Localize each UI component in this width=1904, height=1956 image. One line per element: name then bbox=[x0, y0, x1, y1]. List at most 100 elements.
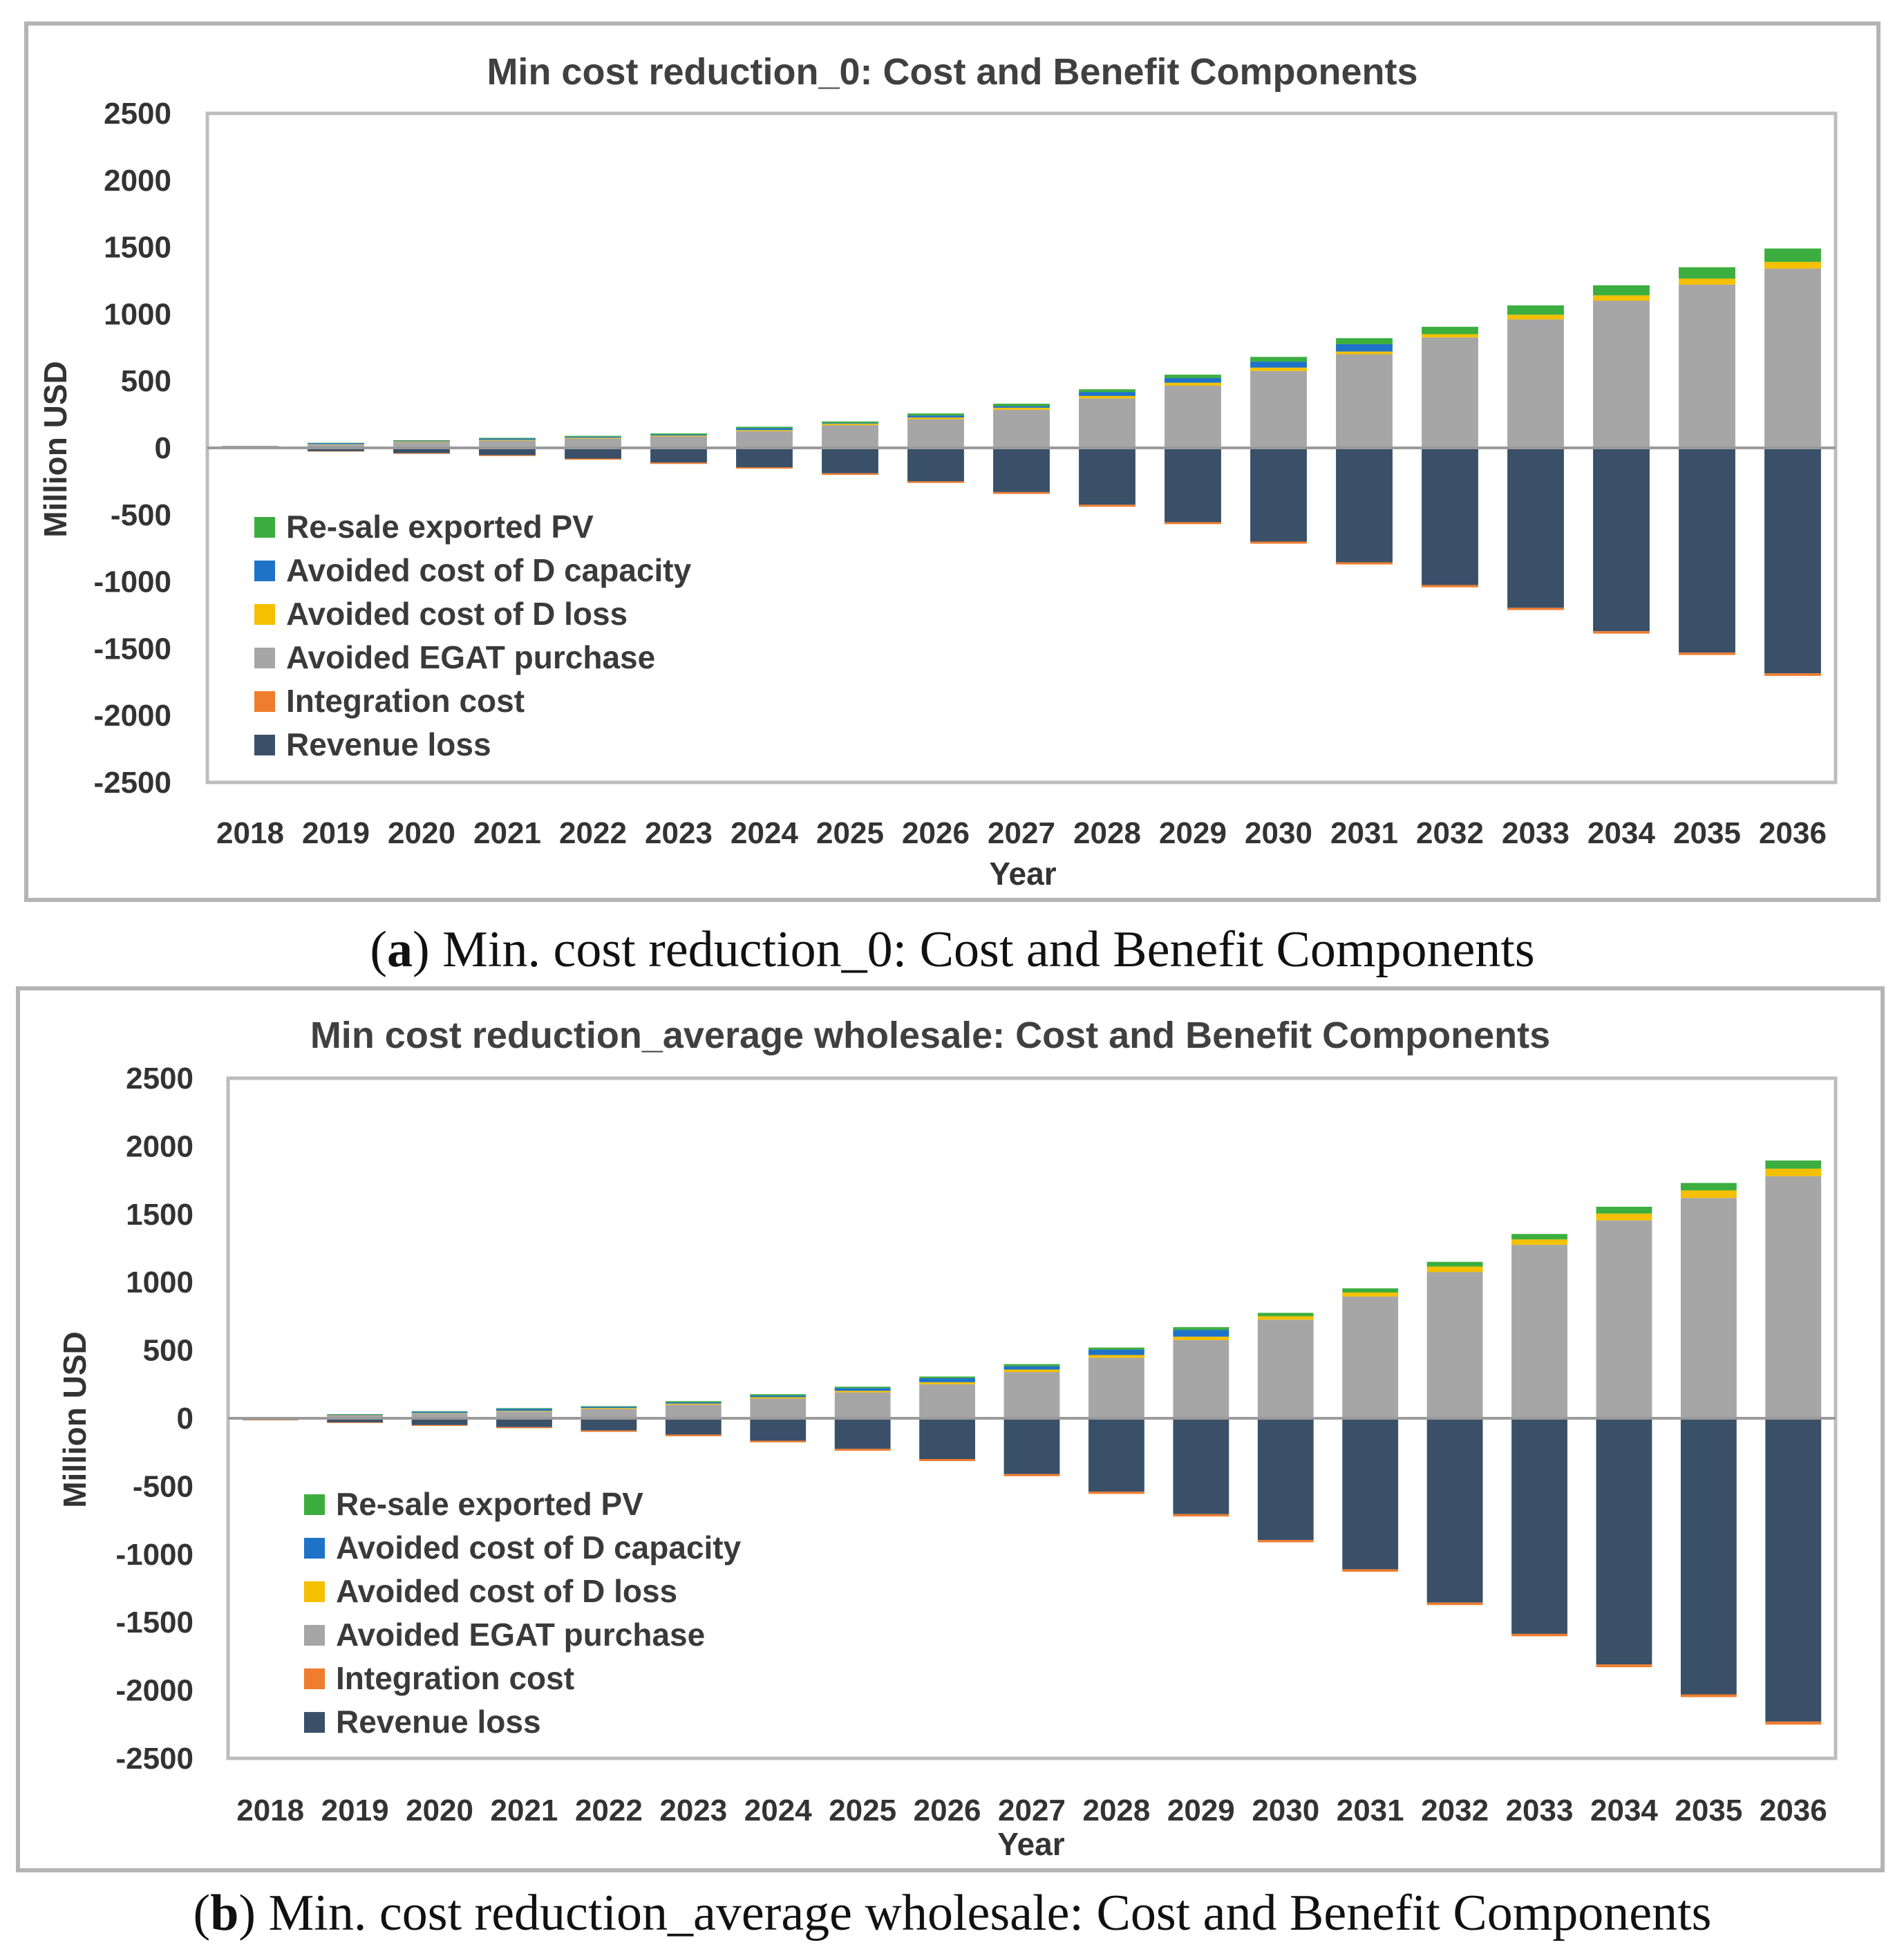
panel-a-bar-egat bbox=[993, 409, 1050, 448]
panel-a-bar-resale bbox=[393, 440, 450, 441]
panel-a-bar-resale bbox=[1593, 285, 1650, 296]
panel-b-title: Min cost reduction_average wholesale: Co… bbox=[310, 1015, 1550, 1056]
panel-b-chart: Min cost reduction_average wholesale: Co… bbox=[57, 1015, 1838, 1862]
panel-a-bar-egat bbox=[393, 442, 450, 448]
panel-b-x-tick-label: 2025 bbox=[829, 1794, 896, 1827]
panel-a-bar-dloss bbox=[1079, 395, 1135, 399]
panel-a-bar-resale bbox=[1336, 338, 1393, 344]
panel-b-x-tick-label: 2030 bbox=[1252, 1794, 1319, 1827]
panel-b-bar-dloss bbox=[1173, 1336, 1229, 1340]
panel-b-bar-resale bbox=[1003, 1364, 1060, 1366]
panel-a-bar-revloss bbox=[1165, 448, 1221, 523]
panel-b-bar-revloss bbox=[411, 1418, 468, 1425]
panel-b-y-tick-label: 500 bbox=[143, 1334, 194, 1368]
panel-b-x-tick-label: 2023 bbox=[659, 1794, 727, 1827]
panel-a-bar-egat bbox=[822, 425, 878, 448]
panel-a-bar-resale bbox=[1507, 305, 1564, 315]
panel-b-bar-revloss bbox=[665, 1418, 722, 1435]
panel-a-bar-egat bbox=[1079, 398, 1135, 448]
panel-b-y-tick-label: 1000 bbox=[126, 1266, 194, 1299]
panel-b-bar-egat bbox=[1173, 1339, 1229, 1418]
panel-a-bar-revloss bbox=[479, 448, 536, 455]
panel-a-bar-dloss bbox=[650, 435, 707, 437]
panel-a-y-tick-label: 0 bbox=[155, 431, 171, 465]
panel-b-legend-label-integ: Integration cost bbox=[336, 1660, 574, 1696]
panel-a-bar-dloss bbox=[736, 430, 793, 431]
panel-b-bar-integ bbox=[1257, 1540, 1314, 1543]
panel-b-x-tick-label: 2018 bbox=[236, 1794, 304, 1827]
panel-a-bar-integ bbox=[1507, 608, 1564, 610]
panel-a-bar-resale bbox=[1764, 248, 1821, 262]
panel-a-x-tick-label: 2025 bbox=[816, 816, 884, 850]
panel-b-x-tick-label: 2024 bbox=[744, 1794, 812, 1827]
panel-a-bar-integ bbox=[1336, 562, 1393, 565]
panel-b-x-axis-label: Year bbox=[997, 1826, 1064, 1862]
panel-b-y-tick-label: 0 bbox=[177, 1402, 194, 1436]
panel-b-bar-dcap bbox=[1003, 1366, 1060, 1370]
panel-a-bar-egat bbox=[650, 436, 707, 448]
panel-a-bar-dcap bbox=[565, 436, 621, 438]
panel-a-title: Min cost reduction_0: Cost and Benefit C… bbox=[487, 51, 1417, 93]
panel-b-bar-integ bbox=[327, 1422, 384, 1423]
panel-a-y-tick-label: -2000 bbox=[93, 699, 171, 733]
panel-a-bar-integ bbox=[1422, 585, 1478, 587]
panel-b-bar-dloss bbox=[750, 1397, 807, 1399]
panel-a-legend-label-integ: Integration cost bbox=[286, 683, 525, 719]
panel-b-bar-egat bbox=[1680, 1198, 1737, 1418]
panel-a-y-tick-label: 500 bbox=[121, 364, 171, 398]
panel-a-bar-integ bbox=[1679, 652, 1735, 655]
panel-a-x-tick-label: 2031 bbox=[1330, 816, 1398, 850]
caption-b-letter: b bbox=[210, 1885, 238, 1941]
panel-b-bar-egat bbox=[411, 1413, 468, 1418]
panel-a-bar-dloss bbox=[993, 407, 1050, 410]
panel-b-legend-swatch-resale bbox=[304, 1494, 325, 1515]
panel-a-y-tick-label: 2000 bbox=[104, 164, 171, 198]
panel-a-bar-revloss bbox=[1507, 448, 1564, 608]
panel-b-bar-resale bbox=[1088, 1347, 1144, 1350]
panel-a-legend-swatch-egat bbox=[254, 648, 275, 668]
panel-a-bar-dcap bbox=[1079, 392, 1135, 396]
panel-b-bar-dloss bbox=[1003, 1369, 1060, 1373]
panel-a-x-tick-label: 2022 bbox=[559, 816, 627, 850]
panel-b-bar-revloss bbox=[1173, 1418, 1229, 1514]
panel-a-x-tick-label: 2023 bbox=[645, 816, 713, 850]
panel-a-legend-swatch-resale bbox=[254, 517, 275, 538]
panel-a-legend-swatch-dloss bbox=[254, 604, 275, 625]
panel-a-x-tick-label: 2021 bbox=[473, 816, 541, 850]
panel-b-legend-swatch-dloss bbox=[304, 1581, 325, 1602]
panel-a-bar-integ bbox=[650, 462, 707, 464]
panel-a-bar-resale bbox=[1165, 375, 1221, 378]
panel-a-bar-integ bbox=[393, 453, 450, 454]
panel-a-legend-label-revloss: Revenue loss bbox=[286, 726, 491, 762]
panel-a-bar-revloss bbox=[907, 448, 964, 482]
panel-b-bar-revloss bbox=[834, 1418, 891, 1449]
panel-a-bar-egat bbox=[565, 438, 621, 448]
panel-b-bar-resale bbox=[1342, 1288, 1399, 1292]
panel-a-bar-revloss bbox=[1079, 448, 1135, 505]
panel-a-bar-dloss bbox=[1507, 314, 1564, 320]
panel-b-bar-integ bbox=[750, 1440, 807, 1442]
panel-a-bar-resale bbox=[565, 435, 621, 437]
panel-b-bar-egat bbox=[496, 1411, 552, 1418]
panel-b-bar-egat bbox=[1088, 1357, 1144, 1418]
panel-b-legend-swatch-integ bbox=[304, 1668, 325, 1689]
panel-b-x-tick-label: 2031 bbox=[1337, 1794, 1404, 1827]
panel-a-bar-resale bbox=[1250, 357, 1307, 362]
panel-a-bar-revloss bbox=[1422, 448, 1478, 585]
panel-a-x-tick-label: 2027 bbox=[988, 816, 1055, 850]
panel-b-bar-revloss bbox=[1088, 1418, 1144, 1492]
panel-a-bar-revloss bbox=[565, 448, 621, 459]
panel-b-bar-resale bbox=[1596, 1206, 1652, 1214]
panel-b-legend-swatch-egat bbox=[304, 1625, 325, 1646]
panel-a-bar-dloss bbox=[1250, 367, 1307, 371]
panel-a-legend-swatch-dcap bbox=[254, 561, 275, 581]
panel-b-bar-dloss bbox=[1257, 1316, 1314, 1320]
panel-a-bar-egat bbox=[308, 444, 364, 448]
panel-b-bar-egat bbox=[1342, 1296, 1399, 1418]
panel-a-bar-egat bbox=[1336, 354, 1393, 448]
panel-a-bar-egat bbox=[907, 419, 964, 448]
panel-a-bar-revloss bbox=[822, 448, 878, 473]
panel-a-bar-egat bbox=[1507, 319, 1564, 448]
panel-b-legend-swatch-revloss bbox=[304, 1712, 325, 1733]
panel-b-x-tick-label: 2026 bbox=[914, 1794, 981, 1827]
